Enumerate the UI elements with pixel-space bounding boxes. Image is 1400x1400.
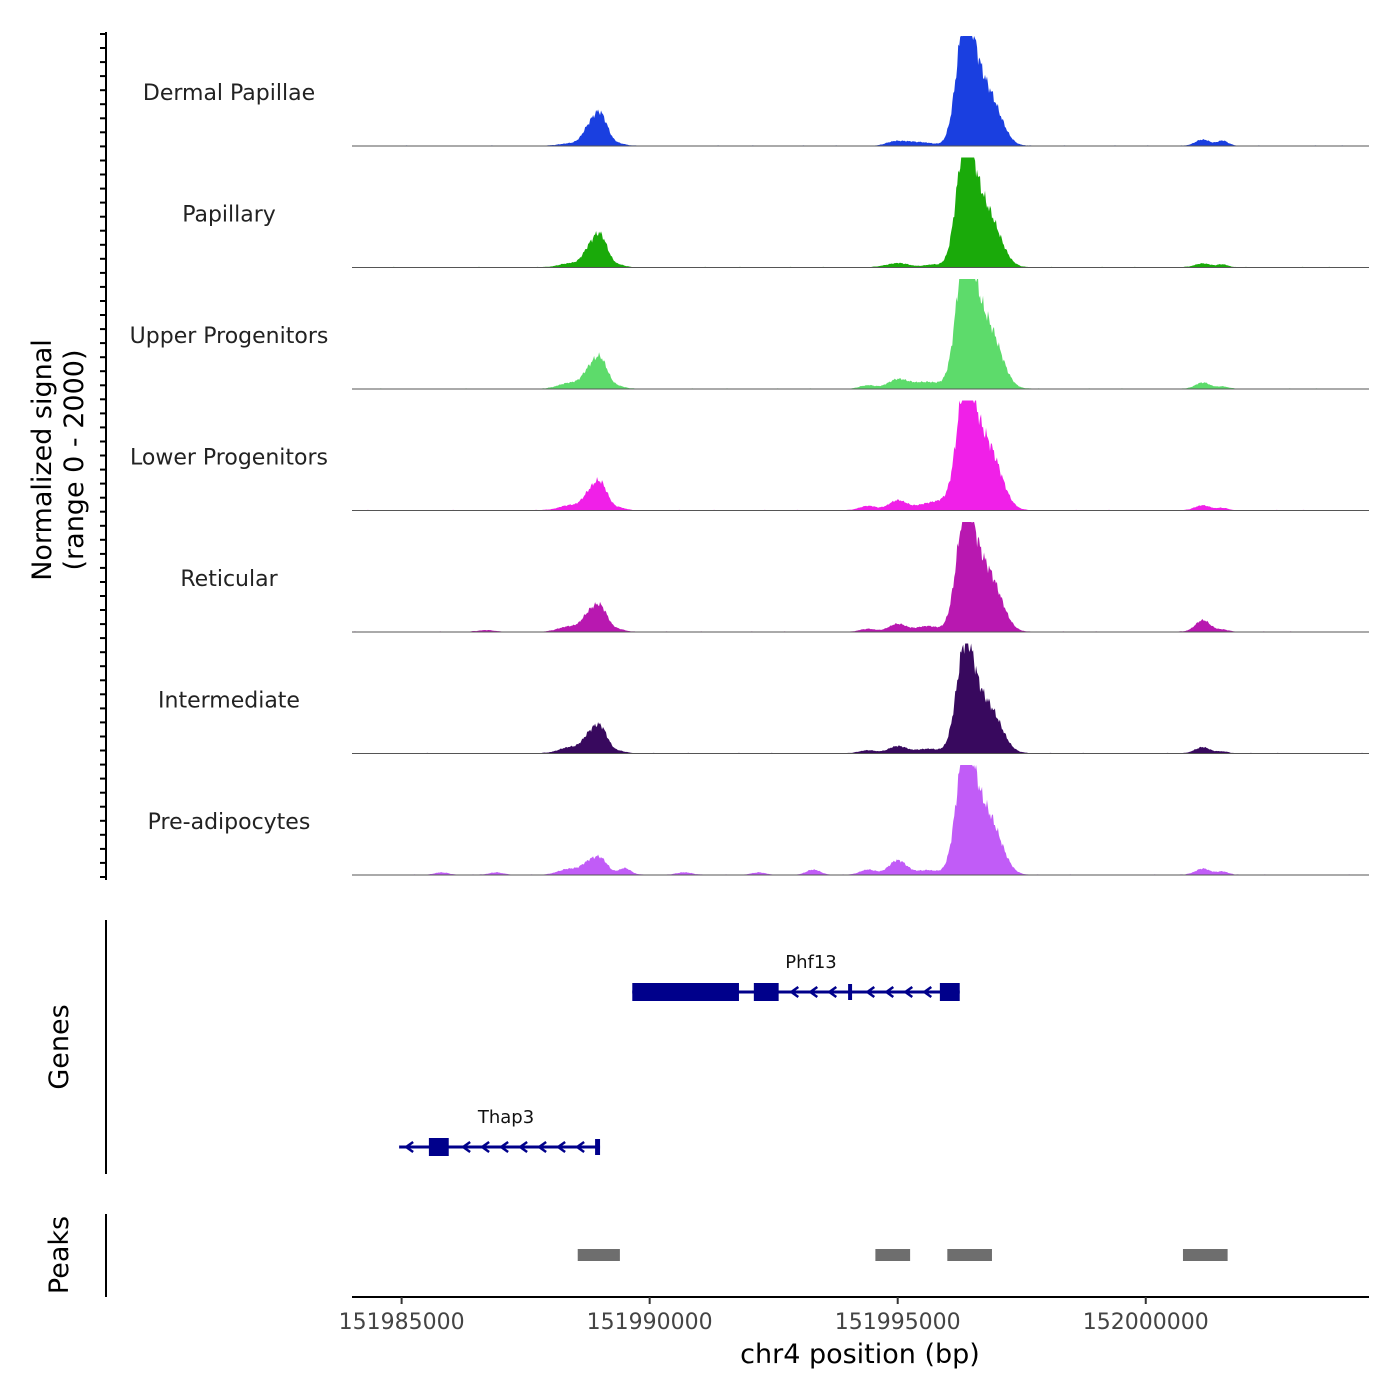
signal-y-axis-ticks <box>100 33 106 878</box>
coverage-track-upper-progenitors: Upper Progenitors <box>130 279 1369 390</box>
peak-region <box>947 1249 992 1261</box>
x-tick-label: 151995000 <box>835 1310 961 1335</box>
gene-exon <box>753 983 779 1001</box>
strand-arrow <box>403 1140 414 1154</box>
strand-arrow <box>922 985 933 999</box>
coverage-area <box>352 765 1369 875</box>
coverage-track-papillary: Papillary <box>182 157 1369 268</box>
peaks-track <box>577 1249 1228 1261</box>
gene-annotation-track: Phf13 Thap3 <box>399 952 960 1156</box>
coverage-tracks: Dermal Papillae Papillary Upper Progenitor… <box>130 36 1369 876</box>
coverage-area <box>352 157 1369 268</box>
gene-exon <box>595 1139 601 1155</box>
track-label: Lower Progenitors <box>130 446 328 471</box>
coverage-track-pre-adipocytes: Pre-adipocytes <box>148 765 1369 876</box>
track-label: Dermal Papillae <box>143 81 315 106</box>
gene-exon <box>939 983 960 1001</box>
coverage-track-reticular: Reticular <box>180 522 1369 633</box>
coverage-area <box>352 36 1369 146</box>
track-label: Upper Progenitors <box>130 324 329 349</box>
x-axis-ticks: 151985000 151990000 151995000 152000000 <box>339 1297 1209 1335</box>
gene-thap3: Thap3 <box>399 1107 601 1156</box>
y-axis-label-line1: Normalized signal <box>27 339 58 581</box>
y-axis-label-line2: (range 0 - 2000) <box>59 350 90 571</box>
track-label: Pre-adipocytes <box>148 810 311 835</box>
coverage-track-lower-progenitors: Lower Progenitors <box>130 400 1369 511</box>
gene-exon <box>848 984 853 1000</box>
coverage-area <box>352 522 1369 632</box>
gene-name-label: Thap3 <box>477 1107 534 1128</box>
strand-arrow <box>479 1140 490 1154</box>
genes-track-label: Genes <box>44 1004 75 1089</box>
strand-arrow <box>536 1140 547 1154</box>
peak-region <box>1182 1249 1228 1261</box>
track-label: Reticular <box>180 567 278 592</box>
peak-region <box>875 1249 911 1261</box>
x-tick-label: 152000000 <box>1083 1310 1209 1335</box>
peaks-track-label: Peaks <box>44 1216 75 1294</box>
x-axis-label: chr4 position (bp) <box>740 1339 980 1370</box>
strand-arrow <box>903 985 914 999</box>
coverage-track-dermal-papillae: Dermal Papillae <box>143 36 1369 147</box>
gene-exon <box>632 983 739 1001</box>
coverage-area <box>352 643 1369 754</box>
strand-arrow <box>498 1140 509 1154</box>
strand-arrow <box>884 985 895 999</box>
x-tick-label: 151990000 <box>587 1310 713 1335</box>
coverage-area <box>352 400 1369 511</box>
strand-arrow <box>789 985 800 999</box>
strand-arrow <box>865 985 876 999</box>
gene-exon <box>428 1138 449 1156</box>
strand-arrow <box>808 985 819 999</box>
strand-arrow <box>517 1140 528 1154</box>
coverage-track-intermediate: Intermediate <box>158 643 1369 754</box>
gene-name-label: Phf13 <box>785 952 837 973</box>
strand-arrow <box>574 1140 585 1154</box>
strand-arrow <box>460 1140 471 1154</box>
gene-phf13: Phf13 <box>632 952 960 1001</box>
track-label: Papillary <box>182 203 276 228</box>
strand-arrow <box>827 985 838 999</box>
peak-region <box>577 1249 620 1261</box>
track-label: Intermediate <box>158 689 300 714</box>
coverage-area <box>352 279 1369 389</box>
x-tick-label: 151985000 <box>339 1310 465 1335</box>
strand-arrow <box>555 1140 566 1154</box>
